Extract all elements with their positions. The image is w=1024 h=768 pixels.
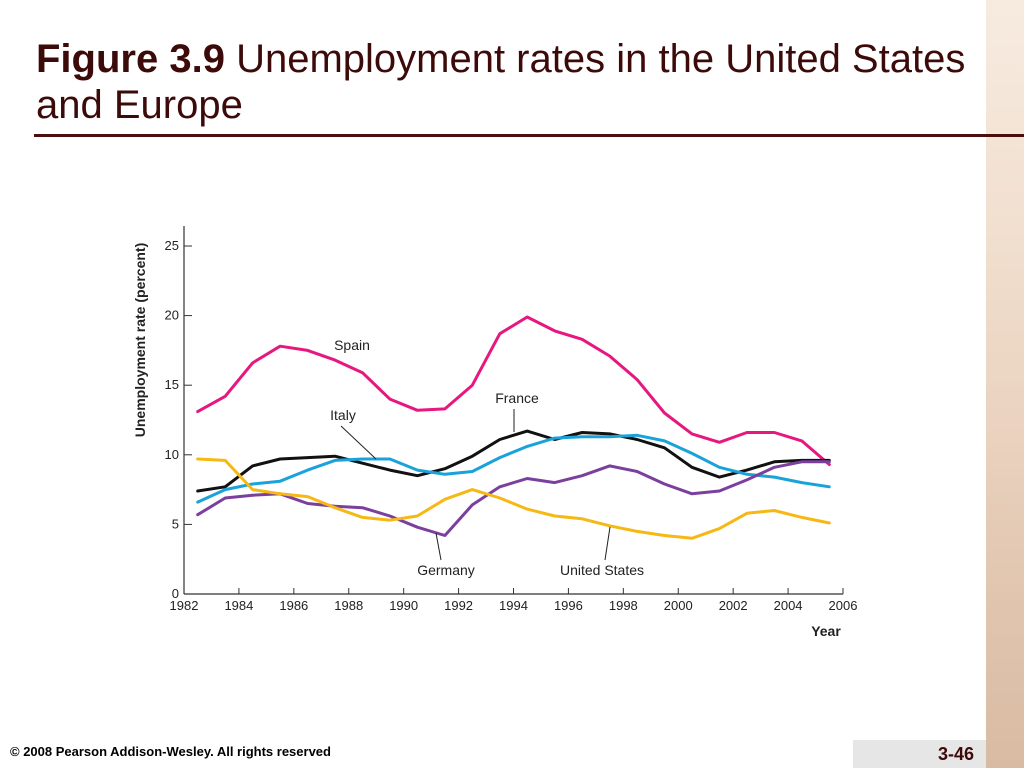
y-tick-label: 10 [165, 447, 179, 462]
series-line-spain [196, 315, 831, 466]
x-tick-label: 1998 [609, 598, 638, 613]
x-tick-label: 1996 [554, 598, 583, 613]
leader-line-italy [340, 425, 377, 460]
series-label-spain: Spain [334, 337, 370, 353]
series-label-germany: Germany [417, 562, 475, 578]
x-tick-label: 1984 [224, 598, 253, 613]
x-tick-label: 2004 [774, 598, 803, 613]
x-tick-label: 1992 [444, 598, 473, 613]
slide-title: Figure 3.9 Unemployment rates in the Uni… [36, 36, 976, 128]
series-line-italy [196, 433, 831, 504]
x-tick-label: 1994 [499, 598, 528, 613]
y-tick-label: 5 [172, 516, 179, 531]
series-line-germany [196, 460, 831, 537]
y-tick-label: 0 [172, 586, 179, 601]
x-tick-label: 1986 [279, 598, 308, 613]
page-number: 3-46 [937, 744, 974, 764]
x-tick-label: 2002 [719, 598, 748, 613]
x-axis-label: Year [811, 623, 841, 639]
leader-line-united-states [604, 526, 611, 561]
x-tick-label: 1988 [334, 598, 363, 613]
series-label-italy: Italy [330, 407, 356, 423]
title-divider [34, 134, 1024, 137]
y-axis-label: Unemployment rate (percent) [132, 243, 148, 437]
y-tick-label: 25 [165, 238, 179, 253]
series-line-france [196, 429, 831, 493]
y-tick-label: 20 [165, 308, 179, 323]
x-tick-label: 1990 [389, 598, 418, 613]
series-line-united-states [196, 457, 831, 540]
series-label-united-states: United States [560, 562, 644, 578]
figure-number: Figure 3.9 [36, 37, 225, 81]
page-number-box: 3-46 [853, 740, 986, 768]
copyright-footer: © 2008 Pearson Addison-Wesley. All right… [10, 744, 331, 759]
y-tick-label: 15 [165, 377, 179, 392]
leader-line-germany [435, 532, 442, 561]
series-label-france: France [495, 390, 539, 406]
x-tick-label: 1982 [170, 598, 199, 613]
x-tick-label: 2000 [664, 598, 693, 613]
x-tick-label: 2006 [829, 598, 858, 613]
slide-side-decoration [986, 0, 1024, 768]
figure-caption: Unemployment rates in the United States … [36, 37, 966, 127]
